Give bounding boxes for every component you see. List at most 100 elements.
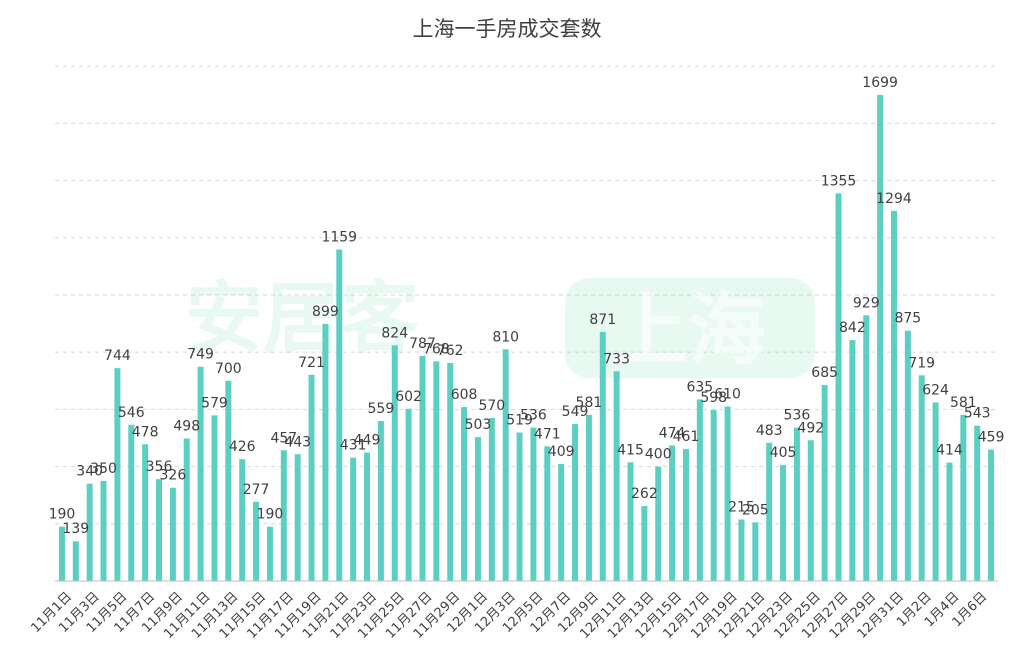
data-label: 431: [340, 438, 367, 454]
data-label: 498: [173, 419, 200, 435]
data-label: 602: [395, 389, 422, 405]
data-labels: 1901393403507445464783563264987495797004…: [49, 75, 1005, 537]
data-label: 624: [922, 383, 949, 399]
bar-11月14日: [239, 459, 246, 581]
bar-11月27日: [419, 355, 426, 581]
bar-12月26日: [821, 385, 828, 581]
bar-12月6日: [544, 446, 551, 581]
data-label: 405: [770, 445, 797, 461]
data-label: 744: [104, 348, 131, 364]
bar-12月17日: [696, 399, 703, 581]
watermark-badge: [565, 278, 815, 378]
bar-11月5日: [114, 368, 121, 581]
data-label: 443: [284, 434, 311, 450]
bar-12月4日: [516, 432, 523, 581]
data-label: 875: [894, 311, 921, 327]
bar-12月7日: [558, 464, 565, 581]
bar-12月25日: [807, 440, 814, 581]
bar-11月25日: [391, 345, 398, 581]
bar-11月3日: [86, 483, 93, 581]
data-label: 749: [187, 347, 214, 363]
data-label: 277: [243, 482, 270, 498]
bar-1月7日: [988, 449, 995, 581]
bar-12月23日: [780, 465, 787, 581]
watermark-anjuke-text: 安居客: [185, 274, 419, 364]
data-label: 262: [631, 486, 658, 502]
data-label: 340: [76, 464, 103, 480]
bar-12月1日: [474, 437, 481, 581]
bar-11月12日: [211, 415, 218, 581]
data-label: 461: [673, 429, 700, 445]
data-label: 492: [797, 420, 824, 436]
bar-11月11日: [197, 366, 204, 581]
bar-12月2日: [488, 417, 495, 581]
bar-12月13日: [641, 506, 648, 581]
data-label: 570: [478, 398, 505, 414]
data-label: 449: [354, 433, 381, 449]
bar-11月21日: [336, 249, 343, 581]
bar-11月2日: [72, 541, 79, 581]
data-label: 471: [534, 426, 561, 442]
data-label: 543: [964, 406, 991, 422]
bar-11月13日: [225, 380, 232, 581]
bar-12月3日: [502, 349, 509, 581]
data-label: 205: [742, 502, 769, 518]
bar-12月8日: [572, 423, 579, 581]
data-label: 768: [423, 341, 450, 357]
data-label: 899: [312, 304, 339, 320]
watermark: 安居客 上海: [185, 274, 815, 378]
bar-11月20日: [322, 323, 329, 581]
data-label: 719: [908, 355, 935, 371]
data-label: 787: [409, 336, 436, 352]
data-label: 1294: [876, 191, 912, 207]
data-label: 215: [728, 499, 755, 515]
bar-12月24日: [793, 427, 800, 581]
bar-11月24日: [377, 421, 384, 581]
data-label: 415: [617, 442, 644, 458]
bar-11月18日: [294, 454, 301, 581]
bar-11月10日: [183, 438, 190, 581]
bar-12月12日: [627, 462, 634, 581]
watermark-shanghai-text: 上海: [610, 286, 766, 376]
data-label: 700: [215, 361, 242, 377]
bar-12月9日: [585, 414, 592, 581]
bar-11月6日: [128, 424, 135, 581]
data-label: 519: [506, 413, 533, 429]
bar-12月11日: [613, 371, 620, 581]
data-label: 929: [853, 295, 880, 311]
data-label: 608: [451, 387, 478, 403]
data-label: 478: [132, 424, 159, 440]
chart-title: 上海一手房成交套数: [413, 17, 602, 41]
bar-12月14日: [655, 466, 662, 581]
bar-1月1日: [904, 330, 911, 581]
bar-1月4日: [946, 462, 953, 581]
data-label: 414: [936, 443, 963, 459]
data-label: 824: [381, 325, 408, 341]
data-label: 871: [589, 312, 616, 328]
data-label: 426: [229, 439, 256, 455]
data-label: 350: [90, 461, 117, 477]
bar-12月15日: [669, 445, 676, 581]
data-label: 536: [784, 408, 811, 424]
bar-11月7日: [142, 444, 149, 581]
data-label: 810: [492, 329, 519, 345]
bar-12月21日: [752, 522, 759, 581]
bar-11月29日: [447, 363, 454, 581]
data-label: 400: [645, 447, 672, 463]
data-label: 549: [562, 404, 589, 420]
data-label: 1159: [321, 229, 357, 245]
bar-11月28日: [433, 361, 440, 581]
bar-11月19日: [308, 374, 315, 581]
data-label: 721: [298, 355, 325, 371]
data-label: 842: [839, 320, 866, 336]
data-label: 326: [160, 468, 187, 484]
bar-1月5日: [960, 414, 967, 581]
bar-12月5日: [530, 427, 537, 581]
bar-12月22日: [766, 442, 773, 581]
bar-12月30日: [877, 95, 884, 581]
data-label: 733: [603, 351, 630, 367]
data-label: 459: [978, 430, 1005, 446]
data-label: 409: [548, 444, 575, 460]
data-label: 581: [950, 395, 977, 411]
